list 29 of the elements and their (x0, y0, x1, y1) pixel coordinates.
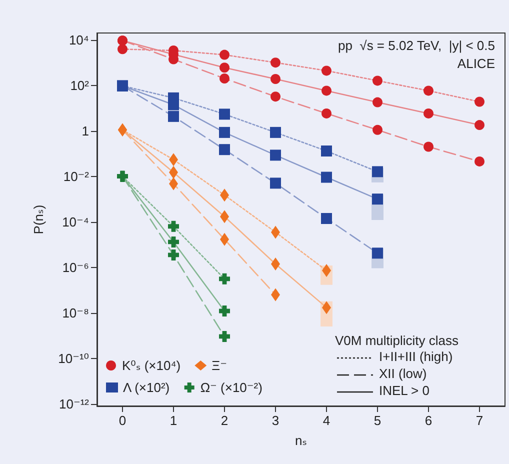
legend-label: Ω⁻ (×10⁻²) (200, 380, 262, 395)
y-tick-label: 10⁴ (68, 32, 89, 48)
legend-label: Λ (×10²) (123, 380, 170, 395)
x-tick-label: 3 (272, 413, 280, 428)
y-tick-label: 10⁻¹⁰ (58, 350, 89, 366)
annotation: I+II+III (high) (379, 349, 453, 364)
y-tick-label: 10⁻¹² (59, 396, 90, 412)
x-tick-label: 2 (220, 413, 228, 428)
y-tick-label: 10⁻⁸ (62, 305, 89, 320)
y-tick-label: 10⁻⁴ (62, 214, 89, 230)
x-tick-label: 4 (322, 413, 330, 428)
y-tick-label: 10⁻² (63, 168, 90, 184)
annotation: INEL > 0 (379, 383, 430, 398)
y-tick-label: 10² (70, 78, 90, 93)
x-tick-label: 7 (476, 413, 484, 428)
annotation: XII (low) (379, 366, 427, 381)
y-axis-title: P(nₛ) (31, 204, 46, 234)
y-tick-label: 10⁻⁶ (62, 260, 89, 275)
x-tick-label: 6 (424, 413, 432, 428)
annotation: pp √s = 5.02 TeV, |y| < 0.5 (338, 38, 495, 53)
x-axis-title: nₛ (294, 433, 308, 448)
legend-title: V0M multiplicity class (335, 333, 460, 348)
x-tick-label: 1 (170, 413, 178, 428)
legend-label: Ξ⁻ (212, 358, 227, 373)
y-tick-label: 1 (82, 123, 89, 138)
x-tick-label: 0 (118, 413, 126, 428)
legend-label: K⁰ₛ (×10⁴) (122, 358, 181, 373)
annotation: ALICE (457, 56, 496, 71)
x-tick-label: 5 (374, 413, 382, 428)
